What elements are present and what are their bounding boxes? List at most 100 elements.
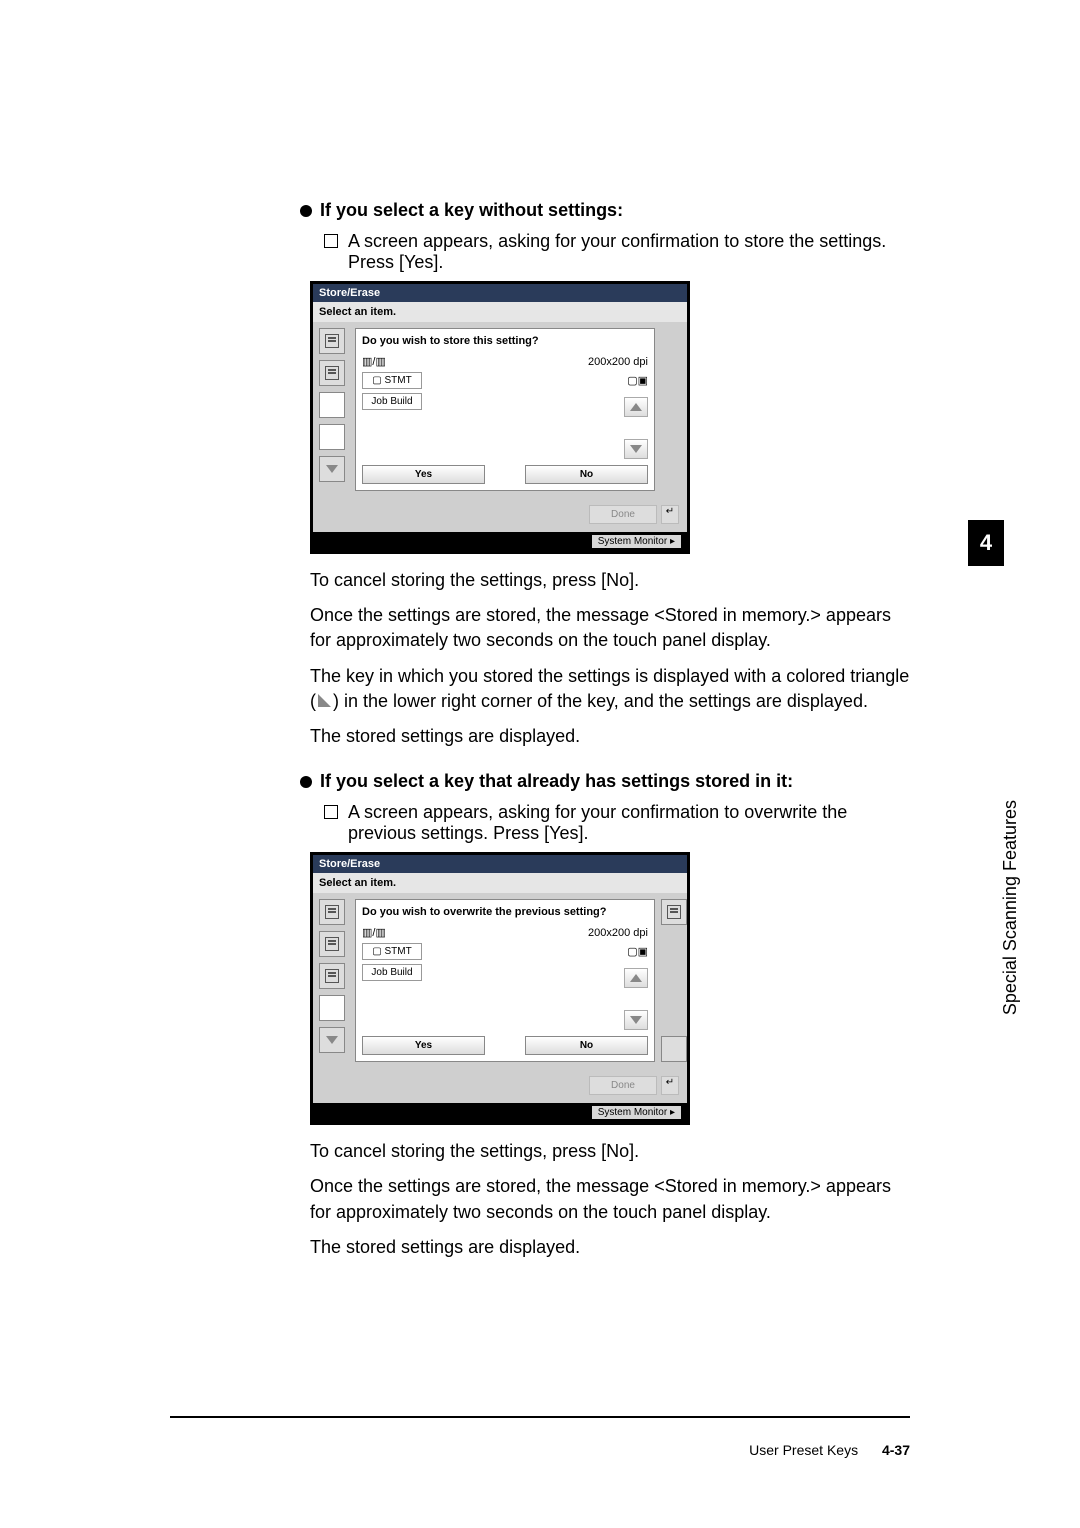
page-footer: User Preset Keys 4-37 — [749, 1442, 910, 1458]
chevron-down-icon — [630, 445, 642, 453]
screenshot-overwrite: Store/Erase Select an item. Do you wish … — [310, 852, 690, 1125]
chevron-up-icon — [630, 974, 642, 982]
doc-icon — [325, 334, 339, 348]
doc-icon — [667, 905, 681, 919]
right-col — [661, 328, 681, 491]
confirm-popup: Do you wish to overwrite the previous se… — [355, 899, 655, 1062]
bullet-icon — [300, 776, 312, 788]
doc-icon — [325, 937, 339, 951]
body-text: Once the settings are stored, the messag… — [310, 603, 910, 653]
popup-val-left: ▥/▥ — [362, 355, 386, 368]
return-button[interactable]: ↵ — [661, 1076, 679, 1095]
stmt-button[interactable]: ▢ STMT — [362, 372, 422, 389]
heading-text: If you select a key without settings: — [320, 200, 623, 220]
heading-has-settings: If you select a key that already has set… — [300, 771, 910, 792]
dialog-subtitle: Select an item. — [313, 302, 687, 322]
popup-val-dpi: 200x200 dpi — [588, 356, 648, 368]
body-text: The stored settings are displayed. — [310, 724, 910, 749]
right-col — [661, 899, 681, 1062]
dialog-bottom: Done ↵ — [313, 1068, 687, 1103]
no-button[interactable]: No — [525, 1036, 648, 1055]
checkbox-text: A screen appears, asking for your confir… — [348, 802, 910, 844]
dialog-body: Do you wish to store this setting? ▥/▥ 2… — [313, 322, 687, 497]
item-scroll-down[interactable] — [319, 1027, 345, 1053]
popup-title: Do you wish to store this setting? — [362, 335, 648, 347]
item-button[interactable] — [319, 424, 345, 450]
job-build-button[interactable]: Job Build — [362, 393, 422, 410]
checkbox-item: A screen appears, asking for your confir… — [324, 231, 910, 273]
dialog-subtitle: Select an item. — [313, 873, 687, 893]
body-text: Once the settings are stored, the messag… — [310, 1174, 910, 1224]
chevron-down-icon — [630, 1016, 642, 1024]
heading-text: If you select a key that already has set… — [320, 771, 793, 791]
colored-triangle-icon — [318, 694, 331, 707]
stmt-button[interactable]: ▢ STMT — [362, 943, 422, 960]
yes-button[interactable]: Yes — [362, 465, 485, 484]
stmt-label: STMT — [385, 946, 412, 957]
doc-icon — [325, 366, 339, 380]
item-button[interactable] — [319, 360, 345, 386]
popup-bigarea: Job Build — [362, 393, 648, 453]
popup-val-left: ▥/▥ — [362, 926, 386, 939]
chevron-down-icon — [326, 1036, 338, 1044]
doc-icon — [325, 905, 339, 919]
footer-section: User Preset Keys — [749, 1442, 858, 1458]
scroll-down[interactable] — [624, 439, 648, 459]
heading-no-settings: If you select a key without settings: — [300, 200, 910, 221]
dialog-footer: System Monitor ▸ — [313, 532, 687, 551]
job-build-button[interactable]: Job Build — [362, 964, 422, 981]
footer-rule — [170, 1416, 910, 1418]
chapter-tab: 4 — [968, 520, 1004, 566]
item-button[interactable] — [319, 963, 345, 989]
yes-no-row: Yes No — [362, 465, 648, 484]
bullet-icon — [300, 205, 312, 217]
item-button-right[interactable] — [661, 1036, 687, 1062]
dialog-title: Store/Erase — [313, 855, 687, 873]
checkbox-item: A screen appears, asking for your confir… — [324, 802, 910, 844]
scroll-arrows — [624, 397, 648, 459]
item-button-right[interactable] — [661, 899, 687, 925]
yes-button[interactable]: Yes — [362, 1036, 485, 1055]
done-button[interactable]: Done — [589, 1076, 657, 1095]
chevron-down-icon — [326, 465, 338, 473]
misc-icons: ▢▣ — [627, 945, 648, 958]
item-button[interactable] — [319, 931, 345, 957]
popup-bigarea: Job Build — [362, 964, 648, 1024]
page-number: 4-37 — [882, 1442, 910, 1458]
body-text: To cancel storing the settings, press [N… — [310, 568, 910, 593]
popup-row: ▥/▥ 200x200 dpi — [362, 355, 648, 368]
scroll-up[interactable] — [624, 397, 648, 417]
left-item-col — [319, 899, 349, 1062]
dialog-title: Store/Erase — [313, 284, 687, 302]
popup-title: Do you wish to overwrite the previous se… — [362, 906, 648, 918]
dialog-body: Do you wish to overwrite the previous se… — [313, 893, 687, 1068]
item-button[interactable] — [319, 328, 345, 354]
checkbox-icon — [324, 805, 338, 819]
checkbox-text: A screen appears, asking for your confir… — [348, 231, 910, 273]
popup-val-dpi: 200x200 dpi — [588, 927, 648, 939]
misc-icons: ▢▣ — [627, 374, 648, 387]
scroll-arrows — [624, 968, 648, 1030]
scroll-down[interactable] — [624, 1010, 648, 1030]
item-button[interactable] — [319, 899, 345, 925]
no-button[interactable]: No — [525, 465, 648, 484]
done-button[interactable]: Done — [589, 505, 657, 524]
popup-row: ▢ STMT ▢▣ — [362, 943, 648, 960]
yes-no-row: Yes No — [362, 1036, 648, 1055]
chevron-up-icon — [630, 403, 642, 411]
stmt-label: STMT — [385, 375, 412, 386]
return-button[interactable]: ↵ — [661, 505, 679, 524]
dialog-bottom: Done ↵ — [313, 497, 687, 532]
system-monitor-button[interactable]: System Monitor ▸ — [592, 535, 681, 548]
item-button[interactable] — [319, 995, 345, 1021]
body-text: The key in which you stored the settings… — [310, 664, 910, 714]
doc-icon — [325, 969, 339, 983]
body-text: The stored settings are displayed. — [310, 1235, 910, 1260]
item-scroll-down[interactable] — [319, 456, 345, 482]
left-item-col — [319, 328, 349, 491]
checkbox-icon — [324, 234, 338, 248]
side-chapter-label: Special Scanning Features — [1000, 800, 1021, 1015]
item-button[interactable] — [319, 392, 345, 418]
system-monitor-button[interactable]: System Monitor ▸ — [592, 1106, 681, 1119]
scroll-up[interactable] — [624, 968, 648, 988]
